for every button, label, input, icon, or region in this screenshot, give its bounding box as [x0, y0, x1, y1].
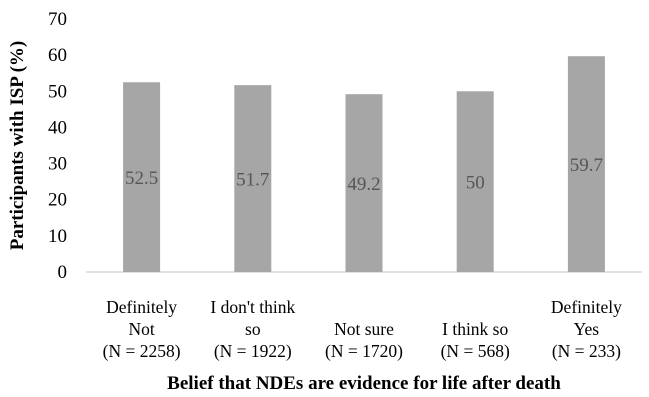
data-label: 59.7	[570, 155, 603, 176]
y-tick-label: 70	[48, 9, 67, 30]
x-tick-label: Not sure	[334, 319, 394, 339]
y-axis-title: Participants with ISP (%)	[7, 41, 28, 251]
y-tick-label: 30	[48, 154, 67, 175]
data-labels: 52.5 51.7 49.2 50 59.7	[125, 155, 603, 195]
y-axis-ticks: 0 10 20 30 40 50 60 70	[48, 9, 67, 283]
x-axis-title: Belief that NDEs are evidence for life a…	[167, 373, 561, 394]
x-tick-label: (N = 1922)	[214, 341, 292, 361]
y-tick-label: 10	[48, 226, 67, 247]
x-tick-label: Definitely	[106, 297, 177, 317]
x-tick-label: (N = 2258)	[103, 341, 181, 361]
x-tick-label: I don't think	[210, 297, 295, 317]
y-tick-label: 40	[48, 117, 67, 138]
data-label: 50	[466, 173, 485, 194]
x-tick-label: (N = 1720)	[325, 341, 403, 361]
data-label: 49.2	[347, 174, 380, 195]
bar	[456, 91, 494, 273]
x-tick-label: so	[245, 319, 261, 339]
x-tick-label: Definitely	[551, 297, 622, 317]
bar	[567, 56, 605, 272]
bar	[123, 82, 161, 272]
x-tick-label: Yes	[574, 319, 600, 339]
data-label: 52.5	[125, 168, 158, 189]
data-label: 51.7	[236, 170, 269, 191]
bar	[234, 85, 272, 273]
bar	[345, 94, 383, 272]
bars	[123, 56, 605, 273]
x-tick-label: Not	[128, 319, 154, 339]
x-tick-label: I think so	[442, 319, 508, 339]
y-tick-label: 0	[58, 262, 68, 283]
x-tick-label: (N = 568)	[441, 341, 510, 361]
y-tick-label: 60	[48, 45, 67, 66]
x-tick-label: (N = 233)	[552, 341, 621, 361]
y-tick-label: 20	[48, 190, 67, 211]
y-tick-label: 50	[48, 81, 67, 102]
